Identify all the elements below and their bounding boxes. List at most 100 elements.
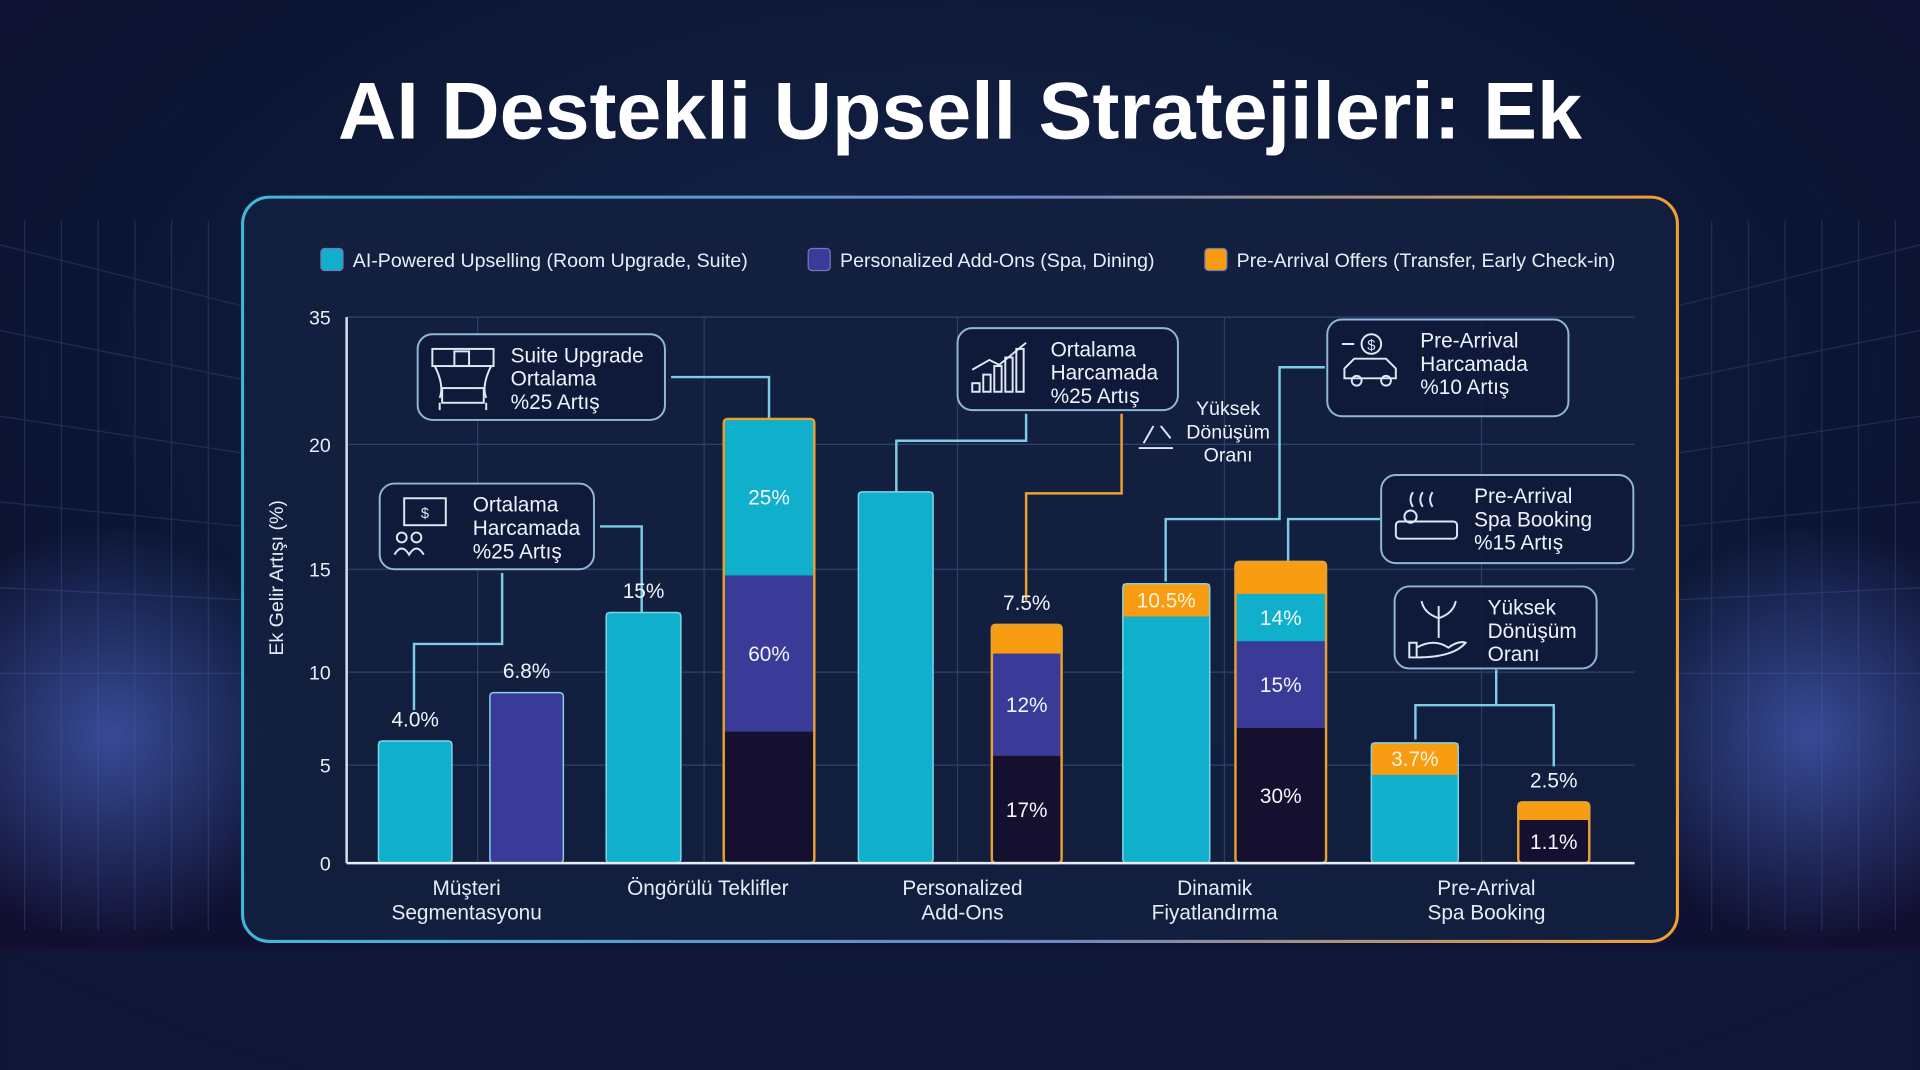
- callout-text: Dönüşüm: [1186, 421, 1270, 443]
- bar: 1.1% 2.5%: [1517, 770, 1591, 865]
- callout-text: %10 Artış: [1420, 376, 1509, 399]
- legend-item: Personalized Add-Ons (Spa, Dining): [807, 247, 1155, 272]
- connector-line: [1286, 517, 1380, 561]
- segment-label: 3.7%: [1391, 748, 1438, 771]
- segment-label: 15%: [1260, 674, 1302, 697]
- segment-label: 17%: [1006, 799, 1048, 822]
- bar-segment-ai-upselling: [378, 740, 452, 864]
- annotation-connectors: [412, 366, 1555, 767]
- callout-box: [1326, 318, 1570, 418]
- callout-text: Harcamada: [1051, 362, 1159, 385]
- bar-segment-ai-upselling: [1371, 774, 1459, 864]
- floor: [0, 948, 1920, 1070]
- callout-text: %25 Artış: [473, 540, 562, 563]
- spa-icon: [1394, 491, 1459, 540]
- callout-box: [416, 333, 666, 421]
- connector-line: [412, 572, 504, 711]
- x-axis: Müşteri Segmentasyonu Öngörülü Teklifler Pe…: [346, 861, 1635, 924]
- callout-text: Yüksek: [1196, 398, 1260, 420]
- legend-label: AI-Powered Upselling (Room Upgrade, Suit…: [353, 250, 748, 272]
- callout-text: Oranı: [1204, 445, 1253, 467]
- segment-label: 10.5%: [1137, 589, 1196, 612]
- y-tick-label: 20: [309, 435, 331, 457]
- x-tick-label: Dinamik Fiyatlandırma: [1152, 877, 1278, 924]
- conversion-icon: [1138, 425, 1174, 450]
- callout-text: Spa Booking: [1474, 508, 1592, 531]
- bar-segment-ai-upselling: [1122, 616, 1210, 864]
- bar-segment-personalized-addons: [723, 575, 815, 732]
- x-tick-label: Müşteri Segmentasyonu: [391, 877, 541, 924]
- y-tick-label: 10: [309, 662, 331, 684]
- bar-top-label: 4.0%: [392, 708, 439, 731]
- x-tick-label: Pre-Arrival Spa Booking: [1427, 877, 1545, 924]
- bar: 6.8%: [489, 660, 565, 864]
- bar-segment-dark-segment: [1235, 727, 1327, 864]
- bars: 4.0% 6.8% 15% 60% 25% 17% 12% 7.5% 10.5% 30% 15% 14…: [377, 417, 1591, 865]
- callout-text: Ortalama: [1051, 338, 1137, 361]
- callout-text: Yüksek: [1488, 597, 1557, 620]
- bar: 15%: [605, 580, 682, 864]
- segment-label: 1.1%: [1530, 831, 1577, 854]
- legend: AI-Powered Upselling (Room Upgrade, Suit…: [320, 247, 1615, 272]
- svg-text:$: $: [1367, 338, 1375, 354]
- segment-label: 30%: [1260, 785, 1302, 808]
- svg-text:$: $: [421, 506, 429, 522]
- x-tick-label: Öngörülü Teklifler: [627, 877, 789, 900]
- callout-box: [378, 482, 595, 571]
- callout-text: %15 Artış: [1474, 532, 1563, 555]
- legend-item: Pre-Arrival Offers (Transfer, Early Chec…: [1204, 247, 1615, 272]
- bar-segment-personalized-addons: [1235, 641, 1327, 728]
- bar-segment-personalized-addons: [991, 653, 1062, 756]
- connector-line: [1414, 669, 1555, 767]
- legend-label: Personalized Add-Ons (Spa, Dining): [840, 250, 1155, 272]
- bar-segment-dark-segment: [1518, 820, 1590, 864]
- connector-line: [1164, 366, 1325, 582]
- car-dollar-icon: $: [1341, 333, 1397, 387]
- fog-right: [1604, 526, 1920, 943]
- fog-left: [0, 526, 319, 943]
- bar: 4.0%: [377, 708, 453, 864]
- bar-segment-pre-arrival: [1122, 583, 1210, 617]
- bar: 60% 25%: [722, 417, 816, 865]
- legend-item: AI-Powered Upselling (Room Upgrade, Suit…: [320, 247, 748, 272]
- bar: 30% 15% 14%: [1234, 560, 1328, 865]
- growth-chart-icon: [971, 342, 1027, 393]
- y-tick-label: 35: [309, 307, 331, 329]
- bar-segment-dark-segment: [723, 731, 815, 864]
- bar-top-label: 2.5%: [1530, 770, 1577, 793]
- bar-segment-pre-arrival: [1371, 742, 1459, 775]
- plant-hand-icon: [1408, 600, 1468, 659]
- callout-text: Ortalama: [511, 368, 597, 391]
- callout-text: %25 Artış: [1051, 385, 1140, 408]
- callout-text: %25 Artış: [511, 391, 600, 414]
- callout-text: Harcamada: [473, 517, 581, 540]
- y-axis-label: Ek Gelir Artışı (%): [266, 500, 288, 656]
- legend-swatch: [807, 247, 831, 272]
- segment-label: 14%: [1260, 607, 1302, 630]
- connector-line: [1024, 413, 1123, 600]
- suite-bed-icon: [431, 347, 495, 411]
- callout-text: Pre-Arrival: [1474, 485, 1572, 508]
- callout-text: Suite Upgrade: [511, 344, 644, 367]
- bar-segment-dark-segment: [991, 755, 1062, 864]
- y-tick-label: 0: [320, 853, 331, 875]
- bar-segment-pre-arrival: [991, 624, 1062, 654]
- bar-segment-ai-upselling: [858, 491, 934, 864]
- callout-text: Pre-Arrival: [1420, 330, 1518, 353]
- callout-box: [1393, 585, 1598, 670]
- bar-top-label: 6.8%: [503, 660, 550, 683]
- bar-segment-pre-arrival: [1518, 802, 1590, 821]
- legend-swatch: [320, 247, 344, 272]
- bar: 17% 12% 7.5%: [990, 592, 1063, 865]
- y-tick-label: 15: [309, 560, 331, 582]
- bar-segment-ai-upselling: [1235, 593, 1327, 642]
- bar-segment-pre-arrival: [1235, 561, 1327, 594]
